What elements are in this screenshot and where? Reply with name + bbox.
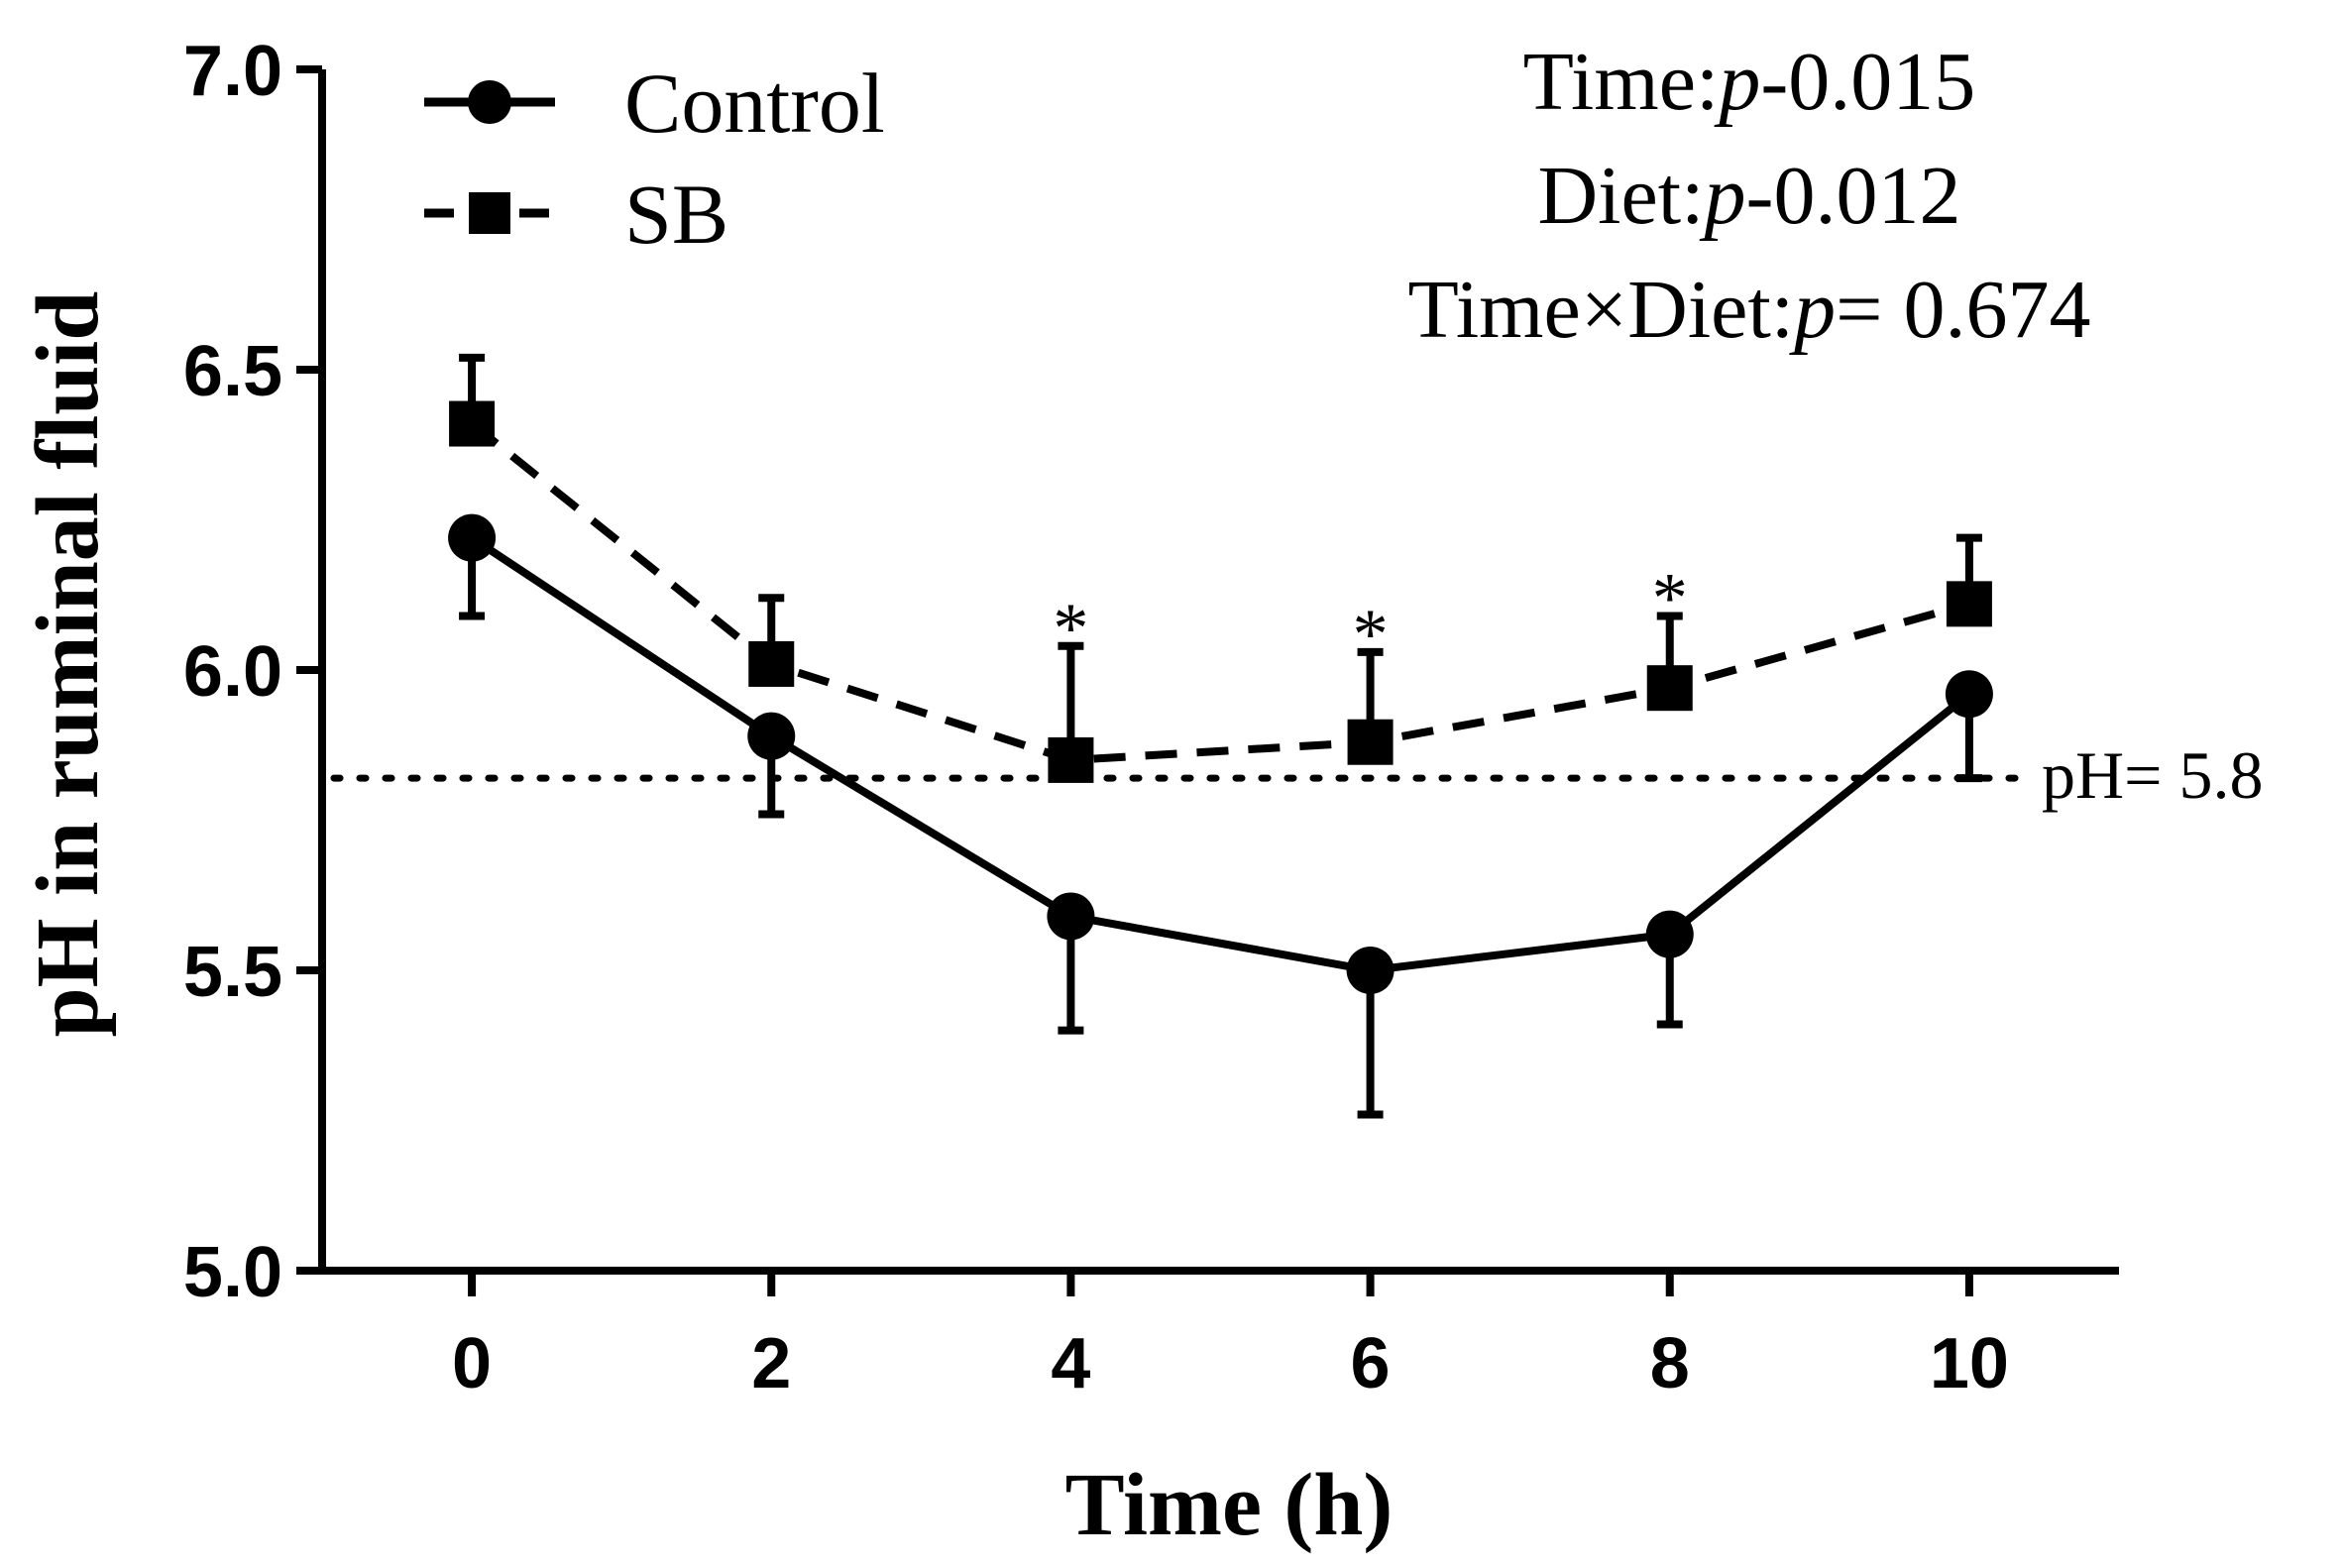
y-tick-label: 6.5 bbox=[183, 332, 282, 411]
x-tick-label: 2 bbox=[751, 1324, 791, 1403]
data-point-sb bbox=[1048, 736, 1094, 783]
legend-sb-marker bbox=[469, 192, 510, 234]
significance-marker: * bbox=[1652, 558, 1688, 637]
reference-line-group: pH= 5.8 bbox=[330, 737, 2263, 813]
x-tick-label: 10 bbox=[1930, 1324, 2009, 1403]
x-tick-label: 0 bbox=[452, 1324, 492, 1403]
legend-control-label: Control bbox=[624, 56, 885, 151]
y-tick-label: 5.5 bbox=[183, 933, 282, 1012]
axes-group: 5.0 5.5 6.0 6.5 7.0 0 2 4 6 8 10 bbox=[183, 32, 2119, 1403]
x-axis-title: Time (h) bbox=[1065, 1456, 1394, 1554]
legend-control-marker bbox=[468, 80, 511, 124]
data-point-sb bbox=[449, 400, 496, 447]
series-line-control bbox=[469, 534, 1972, 974]
data-point-sb bbox=[1646, 665, 1693, 712]
reference-line-label: pH= 5.8 bbox=[2042, 737, 2263, 813]
data-point-sb bbox=[1347, 719, 1394, 765]
data-point-control bbox=[1047, 892, 1095, 941]
series-line-sb bbox=[469, 420, 1970, 764]
data-point-sb bbox=[748, 640, 795, 687]
legend-sb-label: SB bbox=[624, 167, 728, 262]
stat-time: Time:p-0.015 bbox=[1523, 36, 1976, 128]
stat-diet: Diet:p-0.012 bbox=[1538, 150, 1961, 242]
stats-annotation: Time:p-0.015 Diet:p-0.012 Time×Diet:p= 0… bbox=[1407, 36, 2090, 356]
data-point-control bbox=[747, 712, 796, 760]
data-point-control bbox=[1645, 910, 1694, 958]
y-tick-label: 6.0 bbox=[183, 632, 282, 712]
series-sb bbox=[449, 353, 1992, 783]
x-tick-label: 8 bbox=[1650, 1324, 1690, 1403]
data-point-control bbox=[1346, 947, 1394, 994]
data-point-sb bbox=[1946, 581, 1992, 627]
y-tick-label: 5.0 bbox=[183, 1233, 282, 1312]
significance-marker: * bbox=[1053, 589, 1088, 668]
y-axis-title: pH in ruminal fluid bbox=[19, 291, 117, 1038]
significance-marker: * bbox=[1353, 595, 1389, 674]
stat-interaction: Time×Diet:p= 0.674 bbox=[1407, 264, 2090, 356]
series-control bbox=[448, 513, 1993, 1119]
data-point-control bbox=[1945, 670, 1993, 719]
legend: Control SB bbox=[424, 56, 885, 262]
y-tick-label: 7.0 bbox=[183, 32, 282, 111]
series-group: * * * bbox=[448, 353, 1993, 1119]
x-tick-label: 4 bbox=[1051, 1324, 1090, 1403]
x-tick-label: 6 bbox=[1351, 1324, 1391, 1403]
data-point-control bbox=[448, 513, 497, 562]
